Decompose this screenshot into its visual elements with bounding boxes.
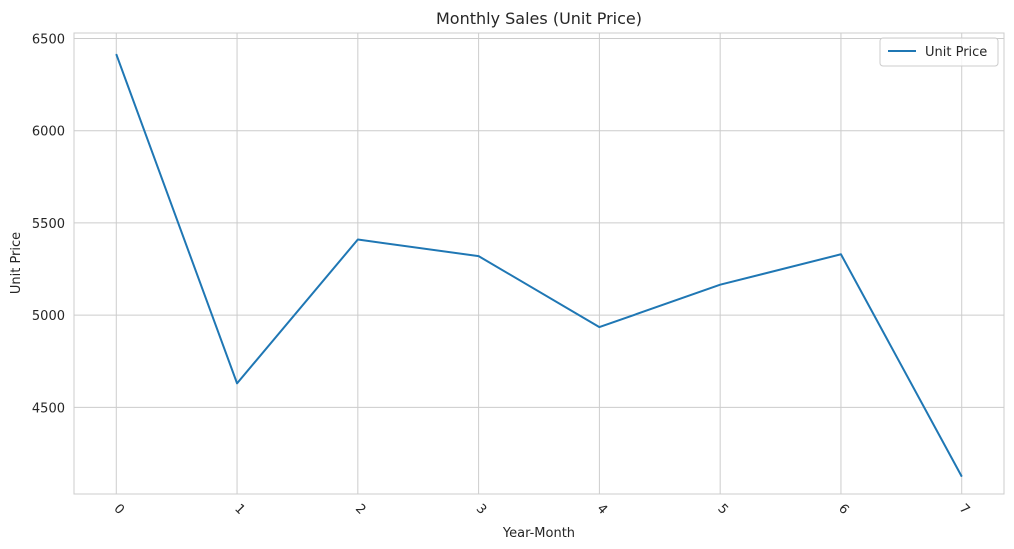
x-tick-label: 7 (956, 501, 972, 517)
y-axis-label: Unit Price (9, 232, 24, 294)
chart-title: Monthly Sales (Unit Price) (436, 9, 642, 28)
data-point (840, 253, 842, 255)
x-tick-label: 2 (352, 501, 368, 517)
y-tick-label: 6500 (32, 33, 65, 48)
y-tick-label: 5000 (32, 309, 65, 324)
x-tick-label: 3 (473, 501, 489, 517)
y-tick-label: 6000 (32, 125, 65, 140)
x-tick-label: 4 (594, 501, 610, 517)
x-axis-label: Year-Month (502, 526, 575, 541)
data-point (719, 284, 721, 286)
data-point (598, 326, 600, 328)
x-tick-label: 0 (111, 501, 127, 517)
legend-box (879, 37, 999, 67)
y-tick-labels: 4500 5000 5500 6000 6500 (32, 33, 65, 417)
legend: Unit Price (879, 37, 999, 67)
data-point (478, 255, 480, 257)
series-lines (115, 53, 963, 477)
y-tick-label: 4500 (32, 401, 65, 416)
data-point (961, 475, 963, 477)
data-point (357, 239, 359, 241)
legend-label: Unit Price (925, 45, 987, 60)
plot-area (73, 32, 1005, 495)
x-tick-label: 6 (835, 501, 851, 517)
data-point (236, 382, 238, 384)
series-line-unit-price (115, 53, 963, 477)
y-tick-label: 5500 (32, 217, 65, 232)
data-point (115, 53, 117, 55)
y-gridlines (74, 38, 1004, 408)
x-tick-labels: 0 1 2 3 4 5 6 7 (111, 501, 973, 517)
x-tick-label: 1 (231, 501, 247, 517)
x-tick-label: 5 (714, 501, 730, 517)
x-gridlines (115, 33, 963, 494)
